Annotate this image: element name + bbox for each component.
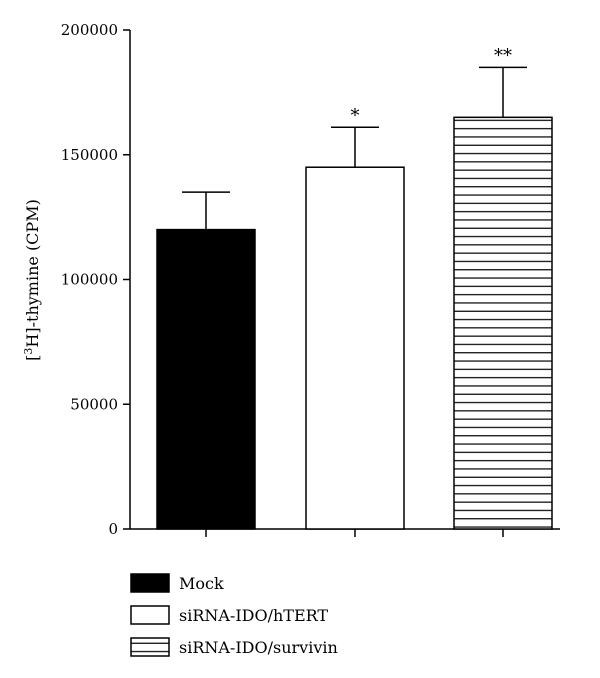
y-axis-title-prefix: [ — [23, 355, 42, 361]
y-tick-label: 50000 — [70, 395, 118, 413]
x-axis — [130, 528, 560, 537]
significance-marker: * — [351, 105, 360, 126]
significance-marker: ** — [494, 45, 512, 66]
y-axis-title-suffix: H]-thymine (CPM) — [23, 199, 42, 347]
y-tick-label: 100000 — [61, 271, 118, 289]
y-axis-title-superscript: 3 — [22, 348, 35, 355]
legend: Mock siRNA-IDO/hTERT siRNA-IDO/survivin — [130, 573, 338, 657]
legend-swatch — [130, 605, 170, 625]
y-axis-title: [3H]-thymine (CPM) — [22, 199, 43, 361]
y-tick-label: 200000 — [61, 21, 118, 39]
legend-label: siRNA-IDO/hTERT — [179, 606, 328, 625]
bar — [453, 116, 553, 530]
legend-swatch — [130, 573, 170, 593]
legend-label: siRNA-IDO/survivin — [179, 638, 338, 657]
bar — [305, 166, 405, 530]
bars: *** — [156, 45, 553, 530]
bar — [156, 228, 256, 530]
y-tick-label: 150000 — [61, 146, 118, 164]
y-ticks: 0 50000 100000 150000 200000 — [61, 21, 130, 538]
legend-label: Mock — [179, 574, 224, 593]
legend-swatch — [130, 637, 170, 657]
y-tick-label: 0 — [108, 520, 118, 538]
